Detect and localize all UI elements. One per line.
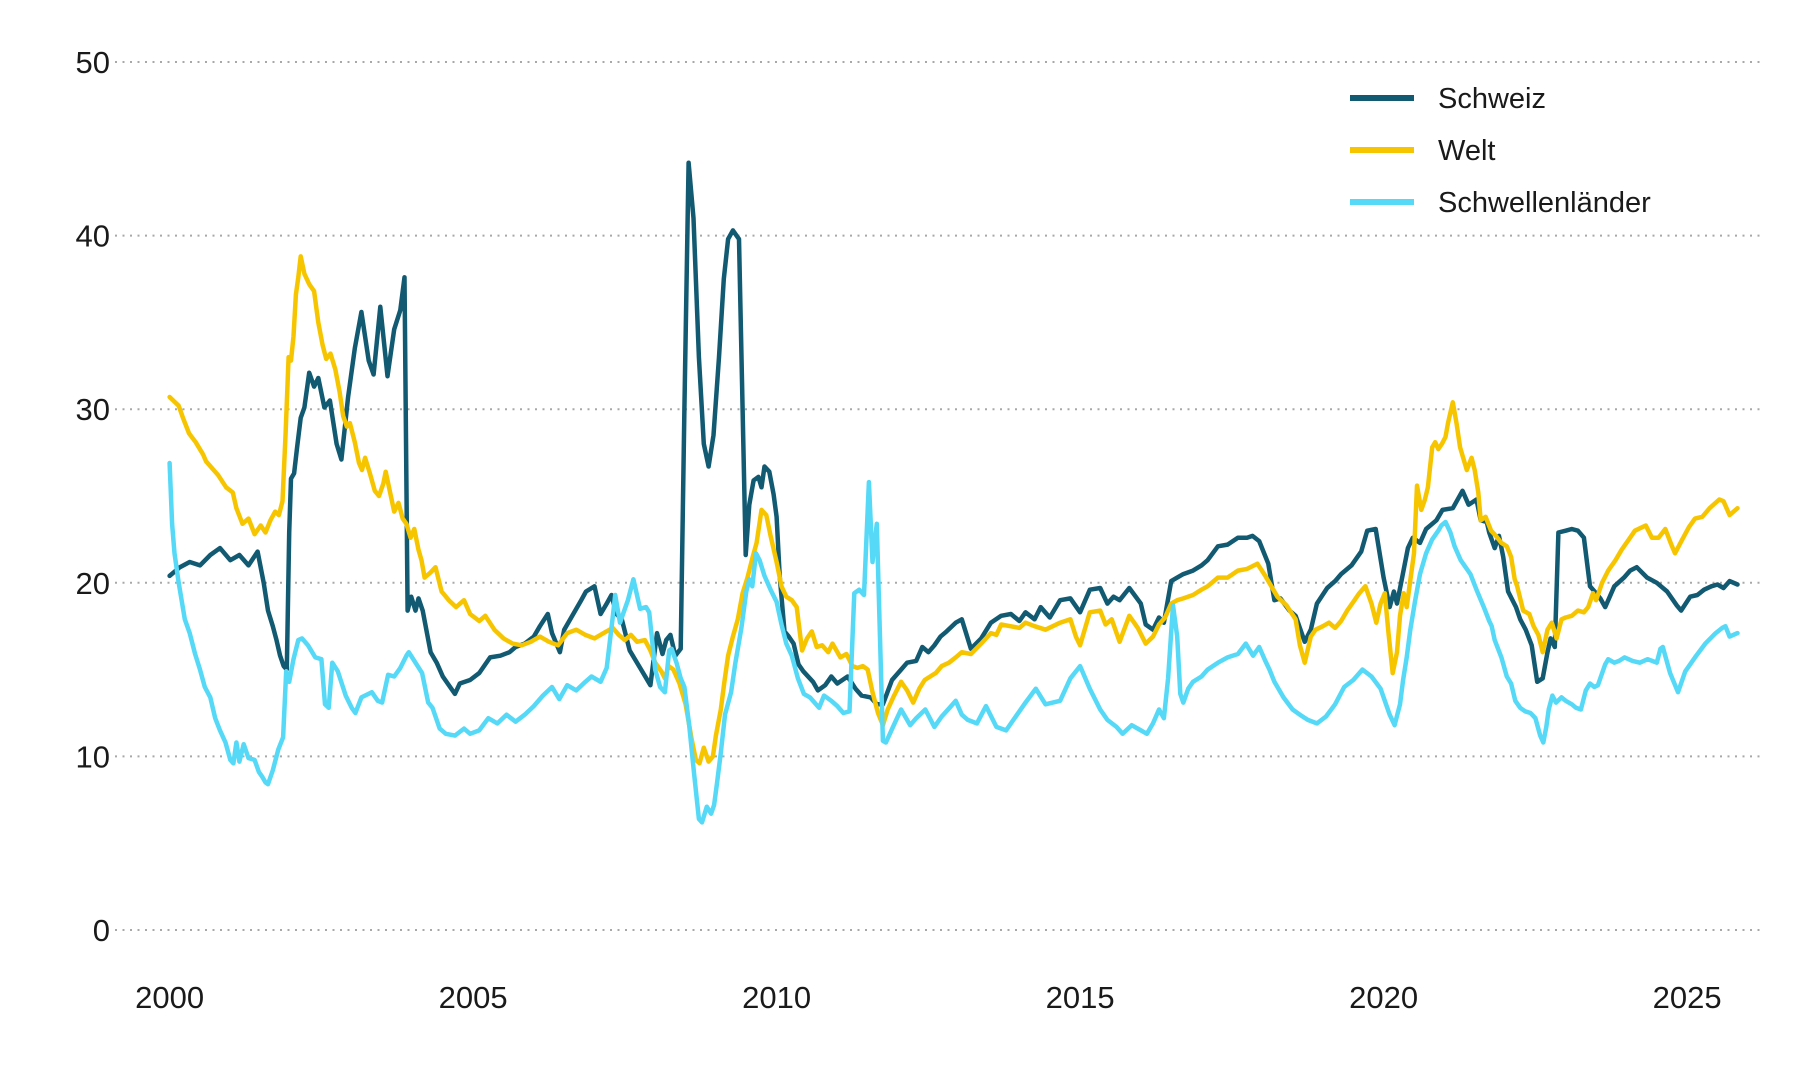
legend-label-schwellenlnder: Schwellenländer (1438, 187, 1651, 219)
series-line-schweiz (167, 160, 1740, 707)
x-tick-label-2025: 2025 (1653, 980, 1722, 1015)
series-line-welt (167, 254, 1740, 766)
legend-label-welt: Welt (1438, 135, 1495, 167)
y-tick-label-20: 20 (76, 566, 110, 601)
y-tick-label-50: 50 (76, 45, 110, 80)
x-tick-label-2015: 2015 (1046, 980, 1115, 1015)
x-tick-label-2020: 2020 (1349, 980, 1418, 1015)
y-tick-label-40: 40 (76, 219, 110, 254)
y-tick-label-10: 10 (76, 739, 110, 774)
series-line-schwellenlnder (167, 460, 1740, 825)
x-tick-label-2000: 2000 (135, 980, 204, 1015)
x-tick-label-2005: 2005 (439, 980, 508, 1015)
y-tick-label-30: 30 (76, 392, 110, 427)
y-tick-label-0: 0 (93, 913, 110, 948)
legend-label-schweiz: Schweiz (1438, 83, 1546, 115)
x-tick-label-2010: 2010 (742, 980, 811, 1015)
